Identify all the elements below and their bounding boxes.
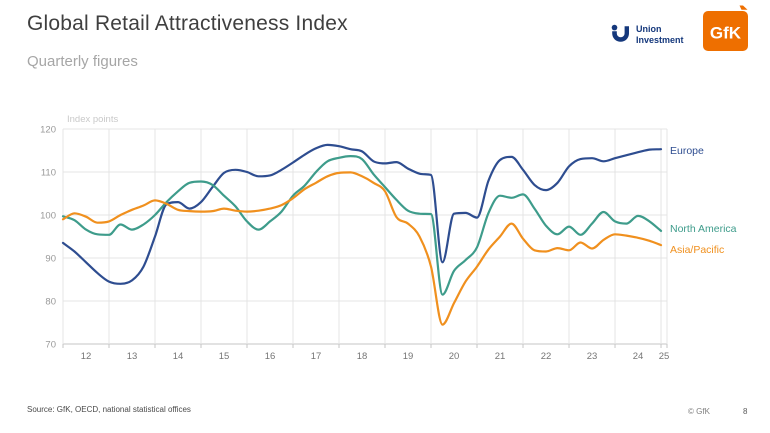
x-tick-label: 23 xyxy=(587,351,598,362)
x-tick-label: 22 xyxy=(541,351,552,362)
series-line-north-america xyxy=(61,155,663,296)
x-tick-label: 12 xyxy=(81,351,92,362)
series-label-europe: Europe xyxy=(670,145,704,157)
union-investment-word-1: Union xyxy=(636,24,662,35)
series-label-asia-pacific: Asia/Pacific xyxy=(670,244,725,256)
y-tick-label: 100 xyxy=(40,211,56,222)
page-number: 8 xyxy=(743,407,748,416)
x-tick-label: 20 xyxy=(449,351,460,362)
union-investment-word-2: Investment xyxy=(636,34,684,45)
x-tick-label: 19 xyxy=(403,351,414,362)
x-tick-label: 18 xyxy=(357,351,368,362)
source-note: Source: GfK, OECD, national statistical … xyxy=(27,405,191,414)
series-line-europe xyxy=(61,143,663,285)
x-tick-label: 14 xyxy=(173,351,184,362)
gfk-logo: GfK xyxy=(702,5,752,57)
page-subtitle: Quarterly figures xyxy=(27,53,138,70)
page-title: Global Retail Attractiveness Index xyxy=(27,12,348,35)
y-tick-label: 110 xyxy=(41,168,56,179)
x-tick-label: 15 xyxy=(219,351,230,362)
series-label-north-america: North America xyxy=(670,223,737,235)
union-investment-wordmark: Union Investment xyxy=(636,24,684,44)
x-tick-label: 24 xyxy=(633,351,644,362)
union-investment-logo: Union Investment xyxy=(610,22,684,47)
y-axis-title: Index points xyxy=(67,114,118,125)
y-tick-label: 120 xyxy=(40,125,56,136)
x-tick-label: 25 xyxy=(659,351,670,362)
x-tick-label: 13 xyxy=(127,351,138,362)
union-investment-u-icon xyxy=(611,24,629,42)
y-tick-label: 90 xyxy=(45,254,56,265)
series-line-asia-pacific xyxy=(61,171,663,326)
gfk-logo-icon: GfK xyxy=(703,5,748,51)
y-tick-label: 80 xyxy=(45,297,56,308)
y-tick-label: 70 xyxy=(45,340,56,351)
x-tick-label: 17 xyxy=(311,351,322,362)
x-tick-label: 16 xyxy=(265,351,276,362)
gfk-logo-text: GfK xyxy=(710,24,742,43)
copyright-note: © GfK xyxy=(688,407,710,416)
x-tick-label: 21 xyxy=(495,351,506,362)
